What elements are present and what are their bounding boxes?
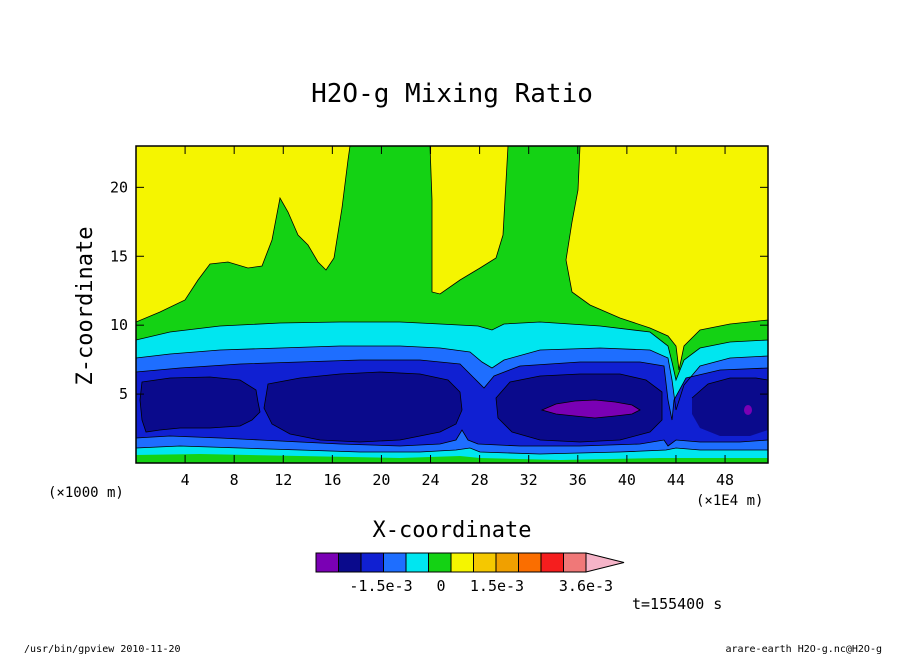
x-tick-label: 48 <box>716 471 734 489</box>
x-tick-label: 20 <box>372 471 390 489</box>
x-tick-label: 24 <box>421 471 439 489</box>
colorbar-swatch <box>563 552 587 573</box>
colorbar-swatch <box>518 552 542 573</box>
colorbar-swatch <box>495 552 519 573</box>
colorbar-level-label: 1.5e-3 <box>470 577 524 595</box>
colorbar-swatch <box>428 552 452 573</box>
x-tick-label: 8 <box>230 471 239 489</box>
y-axis: 5 10 15 20 <box>110 178 768 403</box>
contour-lines <box>136 146 768 455</box>
x-tick-label: 40 <box>618 471 636 489</box>
colorbar-level-label: 0 <box>436 577 445 595</box>
x-unit-left: (×1000 m) <box>48 485 124 501</box>
x-tick-label: 16 <box>323 471 341 489</box>
colorbar <box>315 552 625 573</box>
x-axis: 4 8 12 16 20 24 28 32 36 40 44 48 <box>181 146 734 489</box>
y-tick-label: 5 <box>119 385 128 403</box>
contour-core-navy-1 <box>140 377 260 432</box>
colorbar-swatch <box>405 552 429 573</box>
colorbar-labels: -1.5e-3 0 1.5e-3 3.6e-3 <box>349 577 613 595</box>
x-tick-label: 36 <box>569 471 587 489</box>
y-tick-label: 10 <box>110 316 128 334</box>
colorbar-overflow-arrow <box>585 552 625 573</box>
chart-title: H2O-g Mixing Ratio <box>311 79 593 109</box>
x-tick-label: 4 <box>181 471 190 489</box>
contour-min-purple-2 <box>744 405 752 415</box>
plot-frame <box>135 145 769 464</box>
colorbar-swatch <box>315 552 339 573</box>
contour-core-navy-2 <box>264 372 462 442</box>
y-axis-title: Z-coordinate <box>73 227 98 386</box>
colorbar-level-label: 3.6e-3 <box>559 577 613 595</box>
contour-min-purple-1 <box>542 400 640 418</box>
x-axis-title: X-coordinate <box>373 518 532 543</box>
colorbar-swatch <box>473 552 497 573</box>
x-tick-label: 32 <box>520 471 538 489</box>
x-unit-right: (×1E4 m) <box>696 493 763 509</box>
footer-left: /usr/bin/gpview 2010-11-20 <box>24 644 181 654</box>
colorbar-swatch <box>450 552 474 573</box>
y-tick-label: 20 <box>110 178 128 196</box>
x-tick-label: 12 <box>274 471 292 489</box>
x-tick-label: 28 <box>471 471 489 489</box>
colorbar-level-label: -1.5e-3 <box>349 577 412 595</box>
contour-field <box>136 146 768 463</box>
x-tick-label: 44 <box>667 471 685 489</box>
colorbar-swatch <box>540 552 564 573</box>
footer-right: arare-earth_H2O-g.nc@H2O-g <box>725 644 882 654</box>
time-label: t=155400 s <box>632 595 722 613</box>
colorbar-swatch <box>338 552 362 573</box>
contour-core-navy-4 <box>692 378 768 436</box>
contour-lower-green <box>136 454 768 463</box>
colorbar-swatch <box>360 552 384 573</box>
y-tick-label: 15 <box>110 247 128 265</box>
colorbar-swatch <box>383 552 407 573</box>
